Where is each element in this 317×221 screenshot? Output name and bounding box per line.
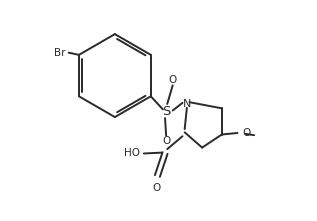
Text: N: N xyxy=(183,99,191,109)
Text: HO: HO xyxy=(124,148,139,158)
Text: Br: Br xyxy=(54,48,66,58)
Text: O: O xyxy=(152,183,160,192)
Text: O: O xyxy=(169,75,177,85)
Text: S: S xyxy=(162,105,170,118)
Text: O: O xyxy=(162,136,170,146)
Text: O: O xyxy=(242,128,250,138)
